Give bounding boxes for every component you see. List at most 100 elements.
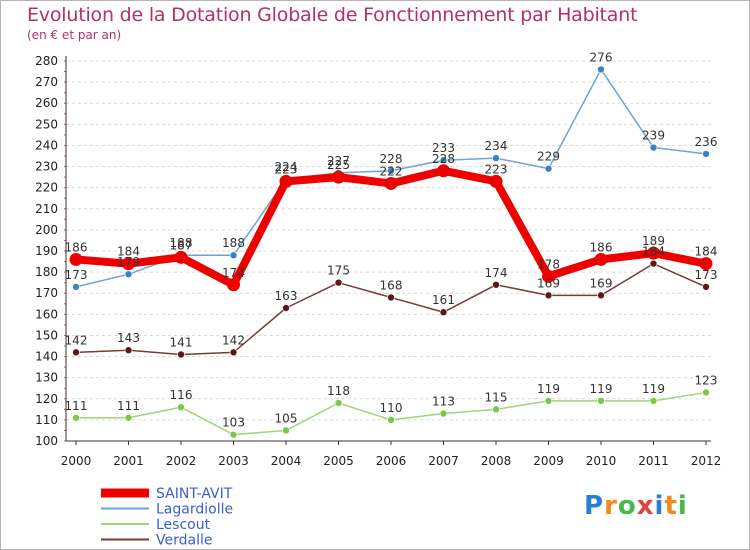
data-point bbox=[282, 426, 290, 435]
y-tick-label: 190 bbox=[35, 244, 58, 258]
data-label: 229 bbox=[537, 150, 560, 164]
x-tick-label: 2003 bbox=[218, 454, 249, 468]
axis-layer: 100 110 120 130 140 150 160 170 180 190 200 210 220 2… bbox=[35, 54, 721, 468]
data-point bbox=[334, 399, 343, 407]
data-point bbox=[702, 388, 710, 397]
data-label: 142 bbox=[65, 333, 88, 347]
data-point bbox=[544, 291, 553, 300]
data-point bbox=[72, 348, 80, 357]
x-tick-label: 2011 bbox=[638, 454, 669, 468]
data-label: 175 bbox=[327, 264, 350, 278]
data-point bbox=[72, 283, 80, 291]
x-tick-label: 2005 bbox=[323, 454, 354, 468]
data-label: 223 bbox=[485, 162, 508, 176]
data-point bbox=[177, 403, 185, 412]
data-point bbox=[597, 65, 605, 74]
y-tick-label: 130 bbox=[35, 371, 58, 385]
logo-letter: x bbox=[636, 491, 655, 521]
x-tick-label: 2002 bbox=[166, 454, 197, 468]
logo-letter: i bbox=[654, 491, 665, 521]
data-label: 168 bbox=[380, 278, 403, 292]
x-tick-label: 2010 bbox=[586, 454, 617, 468]
y-tick-label: 120 bbox=[35, 392, 58, 406]
x-tick-label: 2004 bbox=[271, 454, 302, 468]
data-point bbox=[384, 176, 398, 190]
data-point bbox=[122, 257, 135, 271]
data-point bbox=[699, 257, 713, 271]
data-point bbox=[124, 413, 133, 422]
x-tick-label: 2012 bbox=[691, 454, 722, 468]
legend-label: Verdalle bbox=[156, 533, 212, 549]
data-point bbox=[649, 259, 658, 268]
x-tick-label: 2001 bbox=[113, 454, 144, 468]
data-label: 174 bbox=[485, 266, 508, 280]
data-label: 143 bbox=[117, 331, 140, 345]
data-label: 169 bbox=[537, 276, 560, 290]
data-point bbox=[282, 304, 290, 312]
data-label: 173 bbox=[65, 268, 88, 282]
data-label: 118 bbox=[327, 384, 350, 398]
data-label: 179 bbox=[117, 255, 140, 269]
data-label: 186 bbox=[65, 240, 88, 254]
logo-letter: i bbox=[677, 491, 688, 521]
data-label: 161 bbox=[432, 293, 455, 307]
y-tick-label: 140 bbox=[35, 350, 58, 364]
data-point bbox=[542, 269, 555, 283]
data-label: 184 bbox=[642, 245, 665, 259]
data-label: 173 bbox=[695, 268, 718, 282]
y-tick-label: 240 bbox=[35, 138, 58, 152]
y-tick-label: 110 bbox=[35, 413, 58, 427]
y-tick-label: 170 bbox=[35, 286, 58, 300]
data-point bbox=[702, 150, 710, 158]
logo-letter: r bbox=[604, 491, 618, 521]
data-label: 186 bbox=[590, 240, 613, 254]
data-point bbox=[597, 397, 605, 405]
data-label: 188 bbox=[222, 236, 245, 250]
data-point bbox=[69, 252, 83, 266]
logo-letter: t bbox=[664, 491, 678, 521]
data-label: 233 bbox=[432, 141, 455, 155]
data-point bbox=[439, 156, 448, 165]
data-label: 119 bbox=[590, 382, 613, 396]
y-tick-label: 280 bbox=[35, 54, 58, 68]
data-label: 184 bbox=[117, 245, 140, 259]
data-label: 188 bbox=[170, 236, 193, 250]
data-point bbox=[334, 278, 343, 287]
data-point bbox=[649, 143, 658, 152]
y-tick-label: 180 bbox=[35, 265, 58, 279]
proxiti-logo: Proxiti bbox=[584, 491, 688, 521]
data-label: 119 bbox=[537, 382, 560, 396]
data-label: 169 bbox=[590, 276, 613, 290]
data-label: 141 bbox=[170, 335, 193, 349]
data-label: 225 bbox=[327, 158, 350, 172]
data-label: 187 bbox=[170, 238, 193, 252]
data-label: 105 bbox=[275, 411, 298, 425]
data-label: 174 bbox=[222, 266, 245, 280]
data-label: 222 bbox=[380, 164, 403, 178]
data-point bbox=[124, 270, 133, 279]
data-point bbox=[492, 154, 500, 162]
x-tick-label: 2000 bbox=[61, 454, 92, 468]
data-label: 223 bbox=[275, 162, 298, 176]
data-point bbox=[544, 164, 553, 173]
legend-label: Lescout bbox=[156, 517, 211, 533]
data-label: 239 bbox=[642, 129, 665, 143]
data-point bbox=[227, 278, 240, 292]
data-label: 111 bbox=[65, 399, 88, 413]
legend-label: SAINT-AVIT bbox=[156, 486, 233, 502]
data-label: 184 bbox=[695, 245, 718, 259]
data-label: 103 bbox=[222, 416, 245, 430]
data-point bbox=[124, 346, 133, 355]
logo-letter: P bbox=[584, 491, 605, 521]
data-label: 228 bbox=[380, 152, 403, 166]
data-point bbox=[439, 308, 448, 317]
data-point bbox=[229, 251, 238, 260]
x-tick-label: 2007 bbox=[428, 454, 459, 468]
data-point bbox=[279, 174, 293, 188]
data-label: 163 bbox=[275, 289, 298, 303]
data-label: 178 bbox=[537, 257, 560, 271]
